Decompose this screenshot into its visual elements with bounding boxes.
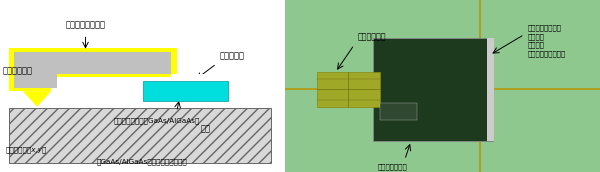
Text: 電極への: 電極への [527,33,545,40]
Bar [317,72,380,107]
Text: ソース・ドレイン: ソース・ドレイン [527,24,562,31]
Text: 試料: 試料 [200,125,210,133]
Text: （信号読み出し用）: （信号読み出し用） [527,50,566,57]
Text: 局所電位ｖ（x,y）: 局所電位ｖ（x,y） [6,146,47,153]
Text: 読み出しセンサ: 読み出しセンサ [377,163,407,170]
Bar [380,103,418,120]
Text: 読み出しセンサ（GaAs/AlGaAs）: 読み出しセンサ（GaAs/AlGaAs） [114,117,200,123]
Bar [143,81,228,101]
Bar [487,38,494,141]
Text: ゲート電極: ゲート電極 [220,51,244,60]
Polygon shape [23,91,52,107]
Text: ケーブル: ケーブル [527,42,545,48]
Text: カンチレバー: カンチレバー [3,66,33,75]
Bar [171,74,228,81]
Text: （GaAs/AlGaAsまたはグラフェン）: （GaAs/AlGaAsまたはグラフェン） [97,158,188,165]
Polygon shape [8,48,177,91]
Bar [373,38,493,141]
Text: カンチレバー: カンチレバー [358,32,386,41]
Polygon shape [14,52,171,88]
Bar [8,108,271,163]
Text: 金属コーティング: 金属コーティング [65,20,106,29]
